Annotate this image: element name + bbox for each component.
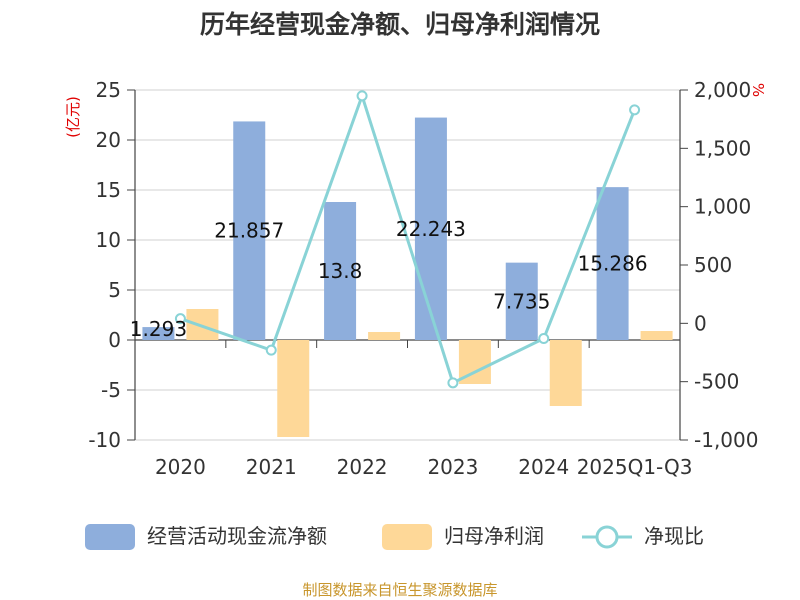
ratio-point-2 [356, 90, 368, 102]
bar-1-2 [368, 332, 401, 340]
axes: 25 20 15 10 5 0 -5 -10 2,000 1,500 1,000 500 0 -500 -1… [88, 78, 758, 479]
bar-value-label-1: 21.857 [214, 219, 284, 243]
left-tick-label-5: 0 [108, 328, 121, 352]
category-label-2: 2022 [337, 455, 388, 479]
right-tick-label-0: 2,000 [694, 78, 751, 102]
bar-value-label-2: 13.8 [318, 259, 363, 283]
bar-0-2 [324, 202, 357, 340]
legend-label-ratio: 净现比 [644, 524, 704, 548]
left-tick-label-6: -5 [101, 378, 121, 402]
bar-1-4 [549, 340, 582, 406]
bar-value-label-5: 15.286 [578, 252, 648, 276]
right-tick-label-4: 0 [694, 311, 707, 335]
bar-value-label-3: 22.243 [396, 217, 466, 241]
bar-value-label-4: 7.735 [493, 289, 550, 313]
bar-value-label-0: 1.293 [130, 317, 187, 341]
ratio-point-3 [447, 377, 459, 389]
legend-swatch-ratio-marker [595, 525, 619, 549]
left-tick-label-7: -10 [88, 428, 121, 452]
left-tick-label-3: 10 [96, 228, 121, 252]
right-tick-label-2: 1,000 [694, 195, 751, 219]
left-tick-label-2: 15 [96, 178, 121, 202]
right-tick-label-5: -500 [694, 370, 739, 394]
left-tick-label-4: 5 [108, 278, 121, 302]
bar-0-4 [505, 262, 538, 340]
bar-0-1 [233, 121, 266, 341]
data-labels: 1.293 21.857 13.8 22.243 7.735 15.286 [130, 217, 648, 341]
left-axis-unit: (亿元) [64, 96, 82, 138]
bar-0-0 [142, 327, 175, 340]
category-label-5: 2025Q1-Q3 [577, 455, 693, 479]
ratio-line [174, 90, 641, 389]
right-axis-unit: % [749, 83, 767, 97]
bar-1-1 [277, 340, 310, 437]
category-label-0: 2020 [155, 455, 206, 479]
left-tick-label-1: 20 [96, 128, 121, 152]
bar-1-5 [640, 331, 673, 340]
legend-swatch-profit [382, 524, 432, 550]
category-label-4: 2024 [518, 455, 569, 479]
ratio-point-5 [629, 104, 641, 116]
ratio-polyline [179, 91, 636, 385]
left-tick-label-0: 25 [96, 78, 121, 102]
legend-label-cashflow: 经营活动现金流净额 [147, 524, 327, 548]
category-label-3: 2023 [427, 455, 478, 479]
ratio-point-4 [538, 333, 550, 344]
right-tick-label-1: 1,500 [694, 136, 751, 160]
right-tick-label-3: 500 [694, 253, 732, 277]
bar-0-3 [414, 117, 447, 340]
legend: 经营活动现金流净额 归母净利润 净现比 [85, 524, 704, 550]
right-tick-label-6: -1,000 [694, 428, 758, 452]
legend-swatch-cashflow [85, 524, 135, 550]
category-label-1: 2021 [246, 455, 297, 479]
chart-title: 历年经营现金净额、归母净利润情况 [200, 10, 600, 39]
bars [142, 117, 673, 437]
source-note: 制图数据来自恒生聚源数据库 [302, 581, 497, 599]
bar-0-5 [596, 187, 629, 340]
bar-1-0 [186, 309, 219, 340]
ratio-point-0 [174, 313, 186, 325]
ratio-point-1 [265, 344, 277, 356]
legend-label-profit: 归母净利润 [444, 524, 544, 548]
